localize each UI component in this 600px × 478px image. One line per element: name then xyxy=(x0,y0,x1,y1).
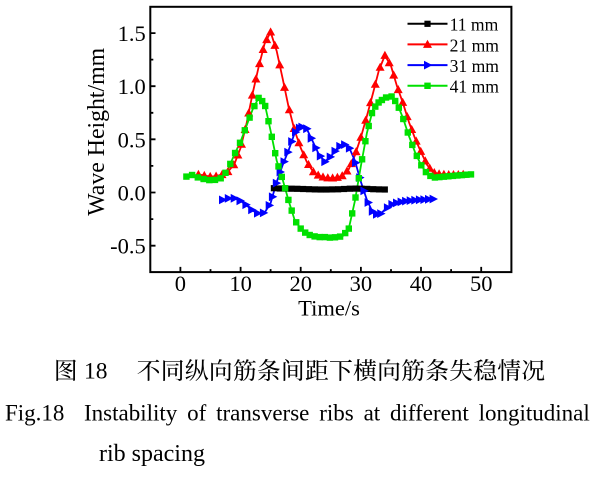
svg-text:1.0: 1.0 xyxy=(118,74,146,99)
svg-text:10: 10 xyxy=(229,271,252,296)
svg-text:Fig.18: Fig.18 xyxy=(5,400,64,425)
svg-text:40: 40 xyxy=(410,271,433,296)
svg-text:1.5: 1.5 xyxy=(118,21,146,46)
svg-text:Wave Height/mm: Wave Height/mm xyxy=(84,47,110,215)
svg-text:Instability of transverse ribs: Instability of transverse ribs at differ… xyxy=(84,400,590,425)
svg-text:30: 30 xyxy=(350,271,373,296)
svg-text:11 mm: 11 mm xyxy=(450,15,499,35)
svg-text:18: 18 xyxy=(84,359,108,385)
svg-text:rib spacing: rib spacing xyxy=(99,441,205,467)
svg-text:0: 0 xyxy=(175,271,186,296)
svg-text:0.5: 0.5 xyxy=(118,127,146,152)
svg-text:31 mm: 31 mm xyxy=(450,56,500,76)
svg-text:20: 20 xyxy=(289,271,312,296)
svg-text:50: 50 xyxy=(470,271,493,296)
svg-text:21 mm: 21 mm xyxy=(450,35,500,55)
svg-text:41 mm: 41 mm xyxy=(450,77,500,97)
svg-text:Time/s: Time/s xyxy=(298,295,360,320)
svg-text:0.0: 0.0 xyxy=(118,181,146,206)
svg-text:-0.5: -0.5 xyxy=(110,234,146,259)
